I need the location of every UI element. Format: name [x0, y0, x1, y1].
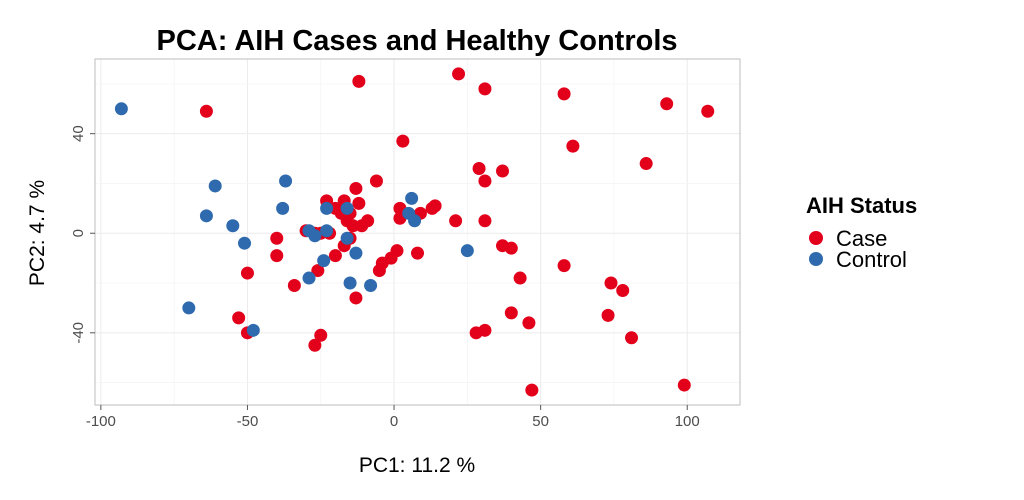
legend-key-control: [809, 252, 823, 266]
data-point-case: [314, 328, 328, 342]
y-axis: -40 0 40: [70, 125, 95, 344]
data-point-case: [504, 306, 518, 320]
data-point-control: [226, 219, 240, 233]
data-point-control: [238, 236, 252, 250]
data-point-control: [114, 102, 128, 116]
x-axis-title: PC1: 11.2 %: [359, 454, 475, 477]
data-point-case: [601, 308, 615, 322]
data-point-control: [182, 301, 196, 315]
data-point-control: [320, 201, 334, 215]
x-tick-label: 50: [532, 413, 549, 430]
data-point-case: [478, 174, 492, 188]
chart-title: PCA: AIH Cases and Healthy Controls: [156, 25, 677, 57]
data-point-case: [504, 241, 518, 255]
plot-panel: [94, 58, 741, 406]
data-point-case: [232, 311, 246, 325]
data-point-control: [246, 323, 260, 337]
data-point-case: [472, 162, 486, 176]
series-case: [199, 67, 715, 397]
data-point-case: [639, 157, 653, 171]
data-point-case: [240, 266, 254, 280]
series-control: [114, 102, 474, 337]
data-point-control: [308, 229, 322, 243]
data-point-control: [276, 201, 290, 215]
data-point-control: [340, 201, 354, 215]
data-point-case: [349, 291, 363, 305]
data-point-case: [270, 231, 284, 245]
data-point-case: [513, 271, 527, 285]
y-tick-label: 40: [70, 125, 87, 142]
data-point-control: [317, 254, 331, 268]
legend-label-control: Control: [836, 247, 907, 272]
data-point-case: [616, 283, 630, 297]
panel-border: [94, 58, 741, 406]
data-point-case: [199, 104, 213, 118]
y-tick-label: -40: [70, 322, 87, 344]
data-point-case: [566, 139, 580, 153]
data-point-case: [390, 244, 404, 258]
data-point-control: [320, 224, 334, 238]
data-point-case: [428, 199, 442, 213]
data-point-control: [460, 244, 474, 258]
data-point-case: [478, 82, 492, 96]
data-point-control: [405, 191, 419, 205]
data-points: [114, 67, 715, 397]
data-point-control: [343, 276, 357, 290]
data-point-case: [328, 249, 342, 263]
data-point-case: [411, 246, 424, 260]
data-point-case: [452, 67, 466, 81]
legend-label-case: Case: [836, 226, 887, 251]
data-point-case: [478, 214, 492, 228]
legend: AIH Status Case Control: [806, 193, 917, 272]
grid-lines: [95, 59, 740, 405]
data-point-case: [311, 264, 325, 278]
data-point-case: [496, 164, 510, 178]
x-axis: -100 -50 0 50 100: [86, 405, 700, 430]
data-point-case: [604, 276, 618, 290]
data-point-case: [369, 174, 383, 188]
data-point-case: [349, 181, 363, 195]
data-point-case: [352, 74, 366, 88]
data-point-case: [525, 383, 539, 397]
data-point-control: [349, 246, 363, 260]
y-tick-label: 0: [70, 229, 87, 237]
y-axis-title: PC2: 4.7 %: [26, 180, 49, 286]
data-point-control: [408, 214, 422, 228]
x-tick-label: -50: [237, 413, 259, 430]
data-point-control: [364, 279, 378, 293]
legend-title: AIH Status: [806, 193, 917, 218]
x-tick-label: 0: [390, 413, 398, 430]
data-point-case: [660, 97, 674, 111]
data-point-case: [557, 259, 571, 273]
data-point-control: [279, 174, 293, 188]
x-tick-label: 100: [675, 413, 700, 430]
data-point-case: [396, 134, 410, 148]
data-point-case: [287, 279, 301, 293]
data-point-case: [522, 316, 536, 330]
data-point-case: [449, 214, 463, 228]
data-point-case: [308, 338, 322, 352]
data-point-case: [352, 196, 366, 210]
data-point-case: [270, 249, 284, 263]
data-point-control: [208, 179, 222, 193]
legend-key-case: [809, 231, 823, 245]
data-point-control: [302, 271, 316, 285]
x-tick-label: -100: [86, 413, 116, 430]
data-point-case: [701, 104, 715, 118]
data-point-case: [677, 378, 691, 392]
data-point-control: [340, 231, 354, 245]
data-point-control: [199, 209, 213, 223]
data-point-case: [557, 87, 571, 101]
data-point-case: [469, 326, 483, 340]
data-point-case: [625, 331, 639, 345]
